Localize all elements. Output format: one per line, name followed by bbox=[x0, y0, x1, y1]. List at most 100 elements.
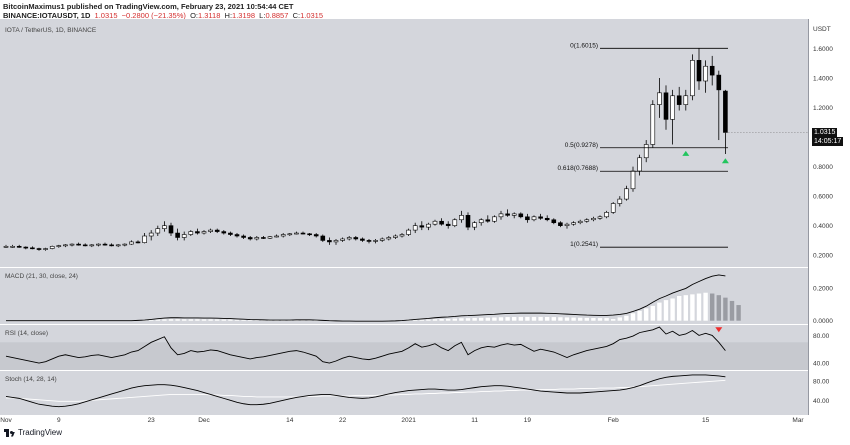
candle bbox=[261, 237, 266, 239]
tradingview-logo-text: TradingView bbox=[18, 428, 63, 437]
x-tick-label: Nov bbox=[0, 417, 12, 424]
price-pane[interactable]: IOTA / TetherUS, 1D, BINANCE bbox=[0, 19, 808, 267]
candle bbox=[716, 74, 722, 91]
candle bbox=[102, 243, 108, 246]
last-price: 1.0315 bbox=[94, 11, 118, 20]
macd-histogram-bar bbox=[492, 317, 497, 321]
candle bbox=[650, 104, 656, 145]
candle bbox=[43, 248, 48, 250]
price-pane-title: IOTA / TetherUS, 1D, BINANCE bbox=[5, 27, 97, 34]
candle bbox=[353, 237, 359, 240]
candle bbox=[247, 237, 253, 240]
low-value: 0.8857 bbox=[265, 11, 289, 20]
macd-histogram-bar bbox=[195, 319, 200, 321]
candle bbox=[23, 246, 29, 249]
candle bbox=[155, 228, 161, 234]
candle bbox=[360, 238, 365, 241]
countdown-tag: 14:05:17 bbox=[812, 137, 844, 147]
price-tick-label: 0.6000 bbox=[813, 194, 833, 201]
green-arrow-up-icon bbox=[682, 150, 690, 156]
price-tick-label: 1.4000 bbox=[813, 76, 833, 83]
macd-histogram-bar bbox=[518, 316, 523, 321]
candle bbox=[10, 246, 15, 248]
candle bbox=[723, 90, 728, 133]
candle bbox=[459, 215, 464, 221]
candle bbox=[657, 92, 662, 105]
macd-histogram-bar bbox=[644, 308, 649, 321]
candle bbox=[280, 234, 286, 237]
x-tick-label: 14 bbox=[286, 417, 294, 424]
stoch-k-line bbox=[5, 374, 726, 408]
candle bbox=[228, 232, 233, 235]
macd-histogram-bar bbox=[472, 317, 477, 321]
candle bbox=[122, 243, 128, 246]
macd-histogram-bar bbox=[571, 317, 576, 321]
candle bbox=[538, 216, 543, 219]
candle bbox=[703, 65, 708, 82]
macd-histogram-bar bbox=[287, 320, 292, 321]
macd-histogram-bar bbox=[498, 317, 504, 321]
macd-histogram-bar bbox=[670, 298, 675, 321]
candle bbox=[89, 244, 95, 247]
candle bbox=[696, 60, 702, 82]
macd-histogram-bar bbox=[149, 320, 154, 321]
macd-histogram-bar bbox=[426, 319, 431, 321]
candle bbox=[56, 245, 62, 247]
macd-histogram-bar bbox=[459, 318, 464, 321]
candle bbox=[412, 225, 418, 231]
candle bbox=[597, 216, 603, 219]
candle bbox=[525, 216, 530, 221]
macd-pane-title: MACD (21, 30, close, 24) bbox=[5, 273, 78, 280]
macd-histogram-bar bbox=[182, 319, 187, 321]
candle bbox=[709, 65, 715, 76]
macd-histogram-bar bbox=[650, 305, 655, 321]
macd-histogram-bar bbox=[716, 295, 721, 321]
high-label: H: bbox=[224, 11, 233, 20]
x-tick-label: 15 bbox=[701, 417, 710, 424]
macd-line bbox=[6, 274, 726, 322]
candle bbox=[406, 229, 411, 235]
candle bbox=[181, 234, 187, 238]
stoch-pane[interactable]: Stoch (14, 28, 14) bbox=[0, 371, 808, 415]
candle bbox=[386, 237, 392, 240]
candle bbox=[30, 247, 35, 250]
price-axis[interactable]: USDT bbox=[808, 19, 850, 415]
candle bbox=[591, 217, 596, 221]
x-tick-label: 2021 bbox=[401, 417, 416, 424]
macd-histogram-bar bbox=[281, 320, 286, 321]
macd-histogram-bar bbox=[657, 302, 662, 321]
fib-level-label: 0.5(0.9278) bbox=[565, 142, 598, 149]
macd-histogram-bar bbox=[729, 300, 735, 321]
candle bbox=[307, 233, 312, 236]
macd-histogram-bar bbox=[175, 319, 180, 321]
candle bbox=[142, 235, 147, 243]
candle bbox=[584, 219, 590, 222]
macd-histogram-bar bbox=[710, 293, 715, 321]
macd-histogram-bar bbox=[703, 292, 708, 321]
macd-histogram-bar bbox=[479, 317, 484, 321]
candle bbox=[518, 213, 524, 218]
macd-histogram-bar bbox=[162, 319, 167, 321]
price-tick-label: 0.8000 bbox=[813, 164, 833, 171]
candle bbox=[399, 234, 405, 237]
stoch-d-line bbox=[6, 379, 726, 402]
macd-histogram-bar bbox=[611, 319, 616, 321]
tradingview-icon bbox=[4, 428, 15, 437]
candle bbox=[188, 231, 194, 235]
candle bbox=[320, 235, 326, 241]
candle bbox=[135, 241, 141, 244]
candle bbox=[366, 240, 372, 242]
x-tick-label: 11 bbox=[471, 417, 478, 424]
macd-histogram-bar bbox=[413, 320, 418, 321]
candle bbox=[162, 225, 167, 229]
macd-histogram-bar bbox=[531, 316, 537, 321]
candle bbox=[445, 223, 451, 226]
price-tick-label: 0.4000 bbox=[813, 223, 833, 230]
candle bbox=[115, 244, 121, 247]
candle bbox=[287, 233, 293, 236]
red-arrow-down-icon bbox=[715, 327, 723, 333]
candle bbox=[96, 243, 101, 246]
macd-histogram-bar bbox=[597, 318, 603, 321]
candle bbox=[571, 222, 576, 225]
tradingview-logo[interactable]: TradingView bbox=[4, 428, 62, 437]
